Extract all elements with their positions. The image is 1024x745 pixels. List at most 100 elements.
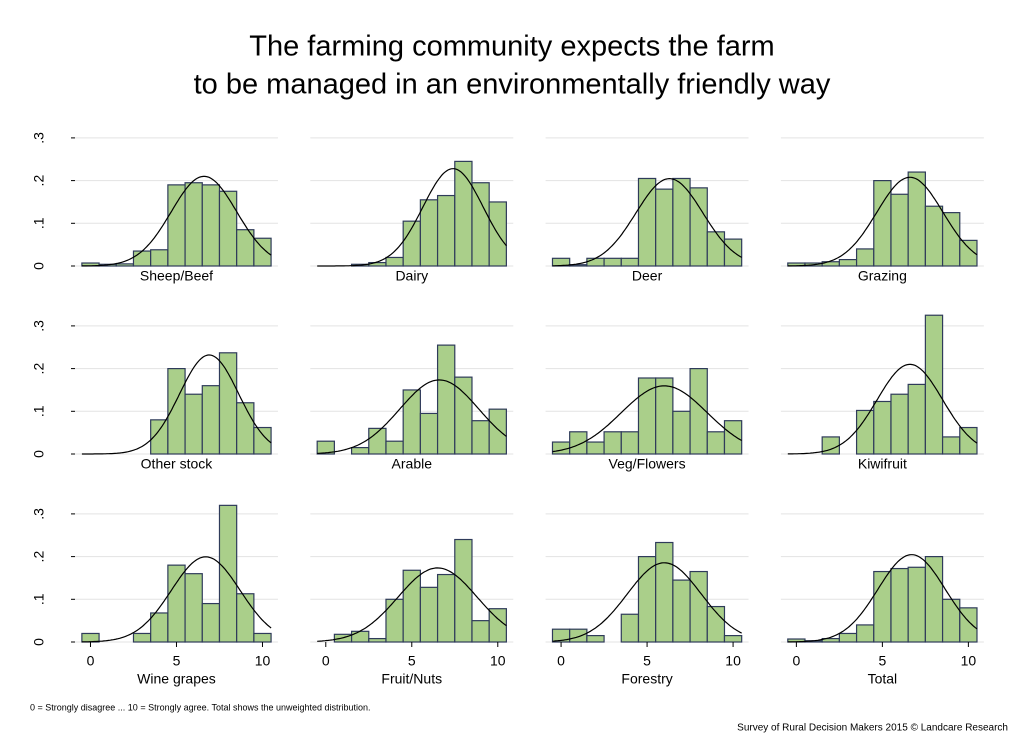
x-tick-label: 10 bbox=[961, 653, 977, 669]
bar bbox=[620, 257, 640, 267]
panel-label: Wine grapes bbox=[137, 671, 216, 687]
x-tick-label: 10 bbox=[490, 653, 506, 669]
y-tick-label: 0 bbox=[31, 450, 47, 458]
bar bbox=[236, 593, 255, 643]
bar bbox=[907, 171, 926, 267]
bar bbox=[436, 344, 456, 455]
bar bbox=[569, 628, 588, 643]
bar bbox=[959, 426, 978, 455]
bar bbox=[385, 440, 404, 455]
bar bbox=[941, 598, 961, 643]
bar bbox=[81, 632, 100, 643]
bar bbox=[419, 412, 439, 455]
bar bbox=[924, 205, 944, 267]
bar bbox=[184, 393, 203, 455]
bar bbox=[637, 377, 657, 455]
bar bbox=[132, 632, 152, 643]
bar bbox=[471, 420, 490, 455]
bar bbox=[132, 250, 152, 267]
bar bbox=[689, 187, 708, 267]
bar bbox=[620, 613, 640, 643]
bar bbox=[488, 408, 507, 455]
bar bbox=[184, 573, 203, 643]
bar bbox=[402, 569, 421, 643]
bar bbox=[655, 541, 674, 643]
bar bbox=[586, 634, 605, 643]
bar bbox=[672, 177, 691, 267]
normal-curve bbox=[552, 177, 742, 267]
panel-label: Deer bbox=[632, 268, 663, 284]
bar bbox=[959, 239, 978, 267]
bar bbox=[201, 385, 221, 455]
x-tick-label: 0 bbox=[792, 653, 800, 669]
bar bbox=[941, 212, 961, 267]
bar bbox=[167, 564, 186, 643]
bar bbox=[471, 620, 490, 643]
bar bbox=[689, 368, 708, 455]
bar bbox=[890, 567, 909, 643]
bar bbox=[586, 441, 605, 455]
panel-label: Dairy bbox=[395, 268, 428, 284]
bar bbox=[907, 566, 926, 643]
bar bbox=[184, 182, 203, 267]
bar bbox=[890, 393, 909, 455]
bar bbox=[723, 238, 743, 267]
y-tick-label: .1 bbox=[31, 217, 47, 229]
x-tick-label: 10 bbox=[255, 653, 271, 669]
panel-label: Forestry bbox=[621, 671, 672, 687]
bar bbox=[167, 184, 186, 267]
y-tick-label: .3 bbox=[31, 320, 47, 332]
bar bbox=[150, 249, 169, 267]
normal-curve bbox=[81, 556, 272, 643]
bar bbox=[672, 410, 691, 455]
bar bbox=[723, 420, 743, 455]
panel-label: Veg/Flowers bbox=[609, 456, 686, 472]
bar bbox=[236, 402, 255, 455]
bar bbox=[873, 400, 892, 455]
normal-curve bbox=[787, 554, 978, 643]
bar bbox=[655, 377, 674, 455]
x-tick-label: 10 bbox=[725, 653, 741, 669]
bar bbox=[350, 630, 370, 643]
x-tick-label: 0 bbox=[322, 653, 330, 669]
x-tick-label: 5 bbox=[173, 653, 181, 669]
bar bbox=[855, 624, 875, 643]
normal-curve bbox=[787, 363, 978, 455]
chart-title: to be managed in an environmentally frie… bbox=[194, 69, 831, 101]
x-tick-label: 5 bbox=[643, 653, 651, 669]
bar bbox=[385, 598, 404, 643]
normal-curve bbox=[787, 176, 978, 267]
bar bbox=[706, 431, 726, 455]
bar bbox=[402, 389, 421, 455]
y-tick-label: .2 bbox=[31, 363, 47, 375]
x-tick-label: 0 bbox=[557, 653, 565, 669]
bar bbox=[855, 248, 875, 267]
bar bbox=[454, 376, 473, 455]
y-tick-label: .1 bbox=[31, 405, 47, 417]
bar bbox=[855, 409, 875, 455]
bar bbox=[454, 538, 473, 643]
bar bbox=[316, 440, 335, 455]
bar bbox=[253, 426, 272, 455]
bar bbox=[471, 182, 490, 267]
bar bbox=[551, 441, 571, 455]
y-tick-label: .2 bbox=[31, 175, 47, 187]
bar bbox=[368, 637, 387, 643]
normal-curve bbox=[552, 385, 742, 453]
bar bbox=[253, 632, 272, 643]
y-tick-label: .3 bbox=[31, 508, 47, 520]
bar bbox=[924, 555, 944, 643]
bar bbox=[385, 256, 404, 267]
bar bbox=[419, 586, 439, 643]
bar bbox=[603, 257, 622, 267]
bar bbox=[620, 431, 640, 455]
panel-label: Sheep/Beef bbox=[140, 268, 213, 284]
bar bbox=[603, 431, 622, 455]
bar bbox=[672, 579, 691, 643]
bar bbox=[201, 602, 221, 643]
y-tick-label: .3 bbox=[31, 132, 47, 144]
bar bbox=[436, 194, 456, 267]
bar bbox=[907, 383, 926, 455]
bar bbox=[586, 257, 605, 267]
x-tick-label: 0 bbox=[87, 653, 95, 669]
